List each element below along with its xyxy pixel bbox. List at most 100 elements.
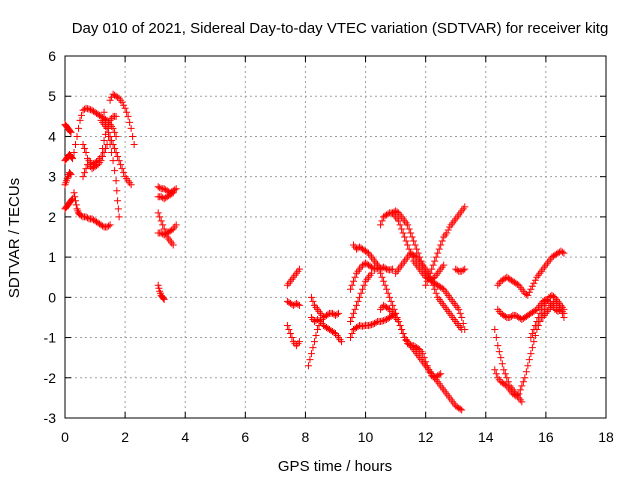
data-point-marker [437, 370, 445, 378]
data-point-marker [530, 326, 538, 334]
data-point-marker [395, 317, 403, 325]
data-point-marker [435, 245, 443, 253]
data-point-marker [171, 186, 179, 194]
data-point-marker [106, 221, 114, 229]
data-point-marker [99, 153, 107, 161]
data-point-marker [115, 157, 123, 165]
data-point-marker [381, 281, 389, 289]
data-point-marker [435, 371, 443, 379]
data-point-marker [350, 277, 358, 285]
data-point-marker [438, 284, 446, 292]
data-point-marker [549, 292, 557, 300]
data-point-marker [444, 226, 452, 234]
data-point-marker [312, 332, 320, 340]
series-s31 [377, 301, 445, 382]
data-point-marker [84, 155, 92, 163]
data-point-marker [99, 222, 107, 230]
data-point-marker [172, 185, 180, 193]
data-point-marker [85, 105, 93, 113]
series-s38 [527, 291, 568, 342]
data-point-marker [420, 354, 428, 362]
data-point-marker [108, 136, 116, 144]
data-point-marker [492, 334, 500, 342]
data-point-marker [522, 368, 530, 376]
data-point-marker [432, 253, 440, 261]
data-point-marker [103, 124, 111, 132]
data-point-marker [113, 187, 121, 195]
data-point-marker [531, 321, 539, 329]
data-point-marker [389, 301, 397, 309]
data-point-marker [359, 285, 367, 293]
data-point-marker [348, 281, 356, 289]
data-point-marker [491, 366, 499, 374]
data-point-marker [129, 132, 137, 140]
data-point-marker [377, 269, 385, 277]
data-point-marker [112, 112, 120, 120]
data-point-marker [525, 356, 533, 364]
data-point-marker [401, 334, 409, 342]
data-point-marker [123, 108, 131, 116]
data-series [61, 90, 568, 414]
data-point-marker [513, 391, 521, 399]
data-point-marker [106, 96, 114, 104]
data-point-marker [307, 350, 315, 358]
data-point-marker [513, 280, 521, 288]
data-point-marker [527, 285, 535, 293]
data-point-marker [168, 226, 176, 234]
x-tick-label: 8 [302, 429, 310, 445]
data-point-marker [155, 284, 163, 292]
data-point-marker [459, 266, 467, 274]
data-point-marker [389, 265, 397, 273]
series-s36 [494, 247, 568, 299]
data-point-marker [130, 140, 138, 148]
data-point-marker [117, 161, 125, 169]
data-point-marker [97, 157, 105, 165]
data-point-marker [294, 300, 302, 308]
data-point-marker [295, 338, 303, 346]
data-point-marker [159, 294, 167, 302]
data-point-marker [360, 281, 368, 289]
data-point-marker [102, 116, 110, 124]
data-point-marker [411, 252, 419, 260]
data-point-marker [68, 154, 76, 162]
series-s21 [307, 313, 346, 346]
data-point-marker [120, 101, 128, 109]
x-tick-label: 16 [538, 429, 554, 445]
data-point-marker [521, 374, 529, 382]
data-point-marker [304, 362, 312, 370]
data-point-marker [380, 317, 388, 325]
data-point-marker [356, 293, 364, 301]
data-point-marker [426, 369, 434, 377]
data-point-marker [531, 306, 539, 314]
data-point-marker [380, 277, 388, 285]
data-point-marker [93, 162, 101, 170]
data-point-marker [456, 405, 464, 413]
data-point-marker [69, 155, 77, 163]
data-point-marker [330, 329, 338, 337]
data-point-marker [368, 321, 376, 329]
series-s18 [283, 297, 303, 309]
data-point-marker [377, 221, 385, 229]
data-point-marker [324, 310, 332, 318]
data-point-marker [395, 217, 403, 225]
series-s8 [79, 140, 111, 173]
data-point-marker [518, 398, 526, 406]
series-s13 [154, 189, 177, 203]
data-point-marker [353, 301, 361, 309]
data-point-marker [348, 313, 356, 321]
data-point-marker [525, 288, 533, 296]
y-axis-label: SDTVAR / TECUs [6, 178, 23, 298]
data-point-marker [309, 344, 317, 352]
data-point-marker [399, 229, 407, 237]
data-point-marker [405, 341, 413, 349]
data-point-marker [67, 128, 75, 136]
grid [65, 56, 606, 418]
data-point-marker [126, 118, 134, 126]
data-point-marker [100, 136, 108, 144]
data-point-marker [516, 386, 524, 394]
data-point-marker [404, 241, 412, 249]
data-point-marker [405, 225, 413, 233]
data-point-marker [528, 330, 536, 338]
data-point-marker [82, 149, 90, 157]
